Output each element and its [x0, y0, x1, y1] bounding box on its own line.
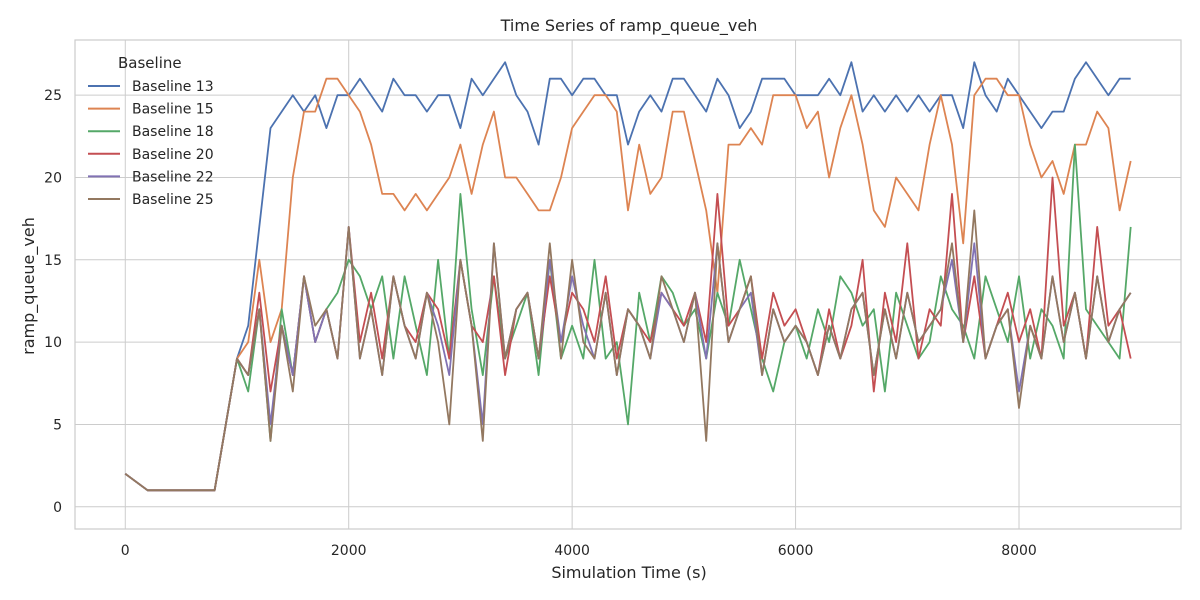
legend-label: Baseline 22	[132, 169, 214, 185]
series-line-baseline-15	[124, 77, 1132, 492]
y-tick-label: 25	[44, 88, 62, 104]
y-tick-label: 0	[53, 500, 62, 516]
series-line-baseline-18	[124, 143, 1132, 492]
legend-entry: Baseline 25	[88, 192, 214, 208]
legend-entry: Baseline 22	[88, 169, 214, 185]
x-tick-label: 4000	[554, 543, 590, 559]
series-lines	[124, 61, 1132, 492]
y-tick-label: 20	[44, 170, 62, 186]
series-line-baseline-25	[124, 209, 1132, 492]
legend-title: Baseline	[118, 54, 182, 72]
series-line-baseline-20	[124, 176, 1132, 492]
legend-entry: Baseline 15	[88, 102, 214, 118]
legend-label: Baseline 13	[132, 79, 214, 95]
legend: Baseline Baseline 13 Baseline 15 Baseline …	[88, 54, 214, 208]
legend-entry: Baseline 18	[88, 124, 214, 140]
x-tick-label: 2000	[331, 543, 367, 559]
legend-label: Baseline 20	[132, 147, 214, 163]
legend-label: Baseline 15	[132, 102, 214, 118]
x-axis-label: Simulation Time (s)	[551, 563, 706, 582]
y-tick-label: 10	[44, 335, 62, 351]
series-line-baseline-13	[124, 61, 1131, 492]
legend-label: Baseline 25	[132, 192, 214, 208]
legend-entry: Baseline 20	[88, 147, 214, 163]
legend-entry: Baseline 13	[88, 79, 214, 95]
plot-area-frame	[74, 39, 1182, 530]
x-tick-label: 0	[121, 543, 130, 559]
y-axis-label: ramp_queue_veh	[19, 217, 39, 355]
y-tick-label: 5	[53, 417, 62, 433]
x-tick-label: 8000	[1001, 543, 1037, 559]
chart-title: Time Series of ramp_queue_veh	[500, 16, 758, 36]
grid-lines	[75, 40, 1181, 529]
y-tick-label: 15	[44, 253, 62, 269]
tick-labels: 0 2000 4000 6000 8000 0 5 10 15 20 25	[44, 88, 1037, 559]
legend-label: Baseline 18	[132, 124, 214, 140]
x-tick-label: 6000	[778, 543, 814, 559]
